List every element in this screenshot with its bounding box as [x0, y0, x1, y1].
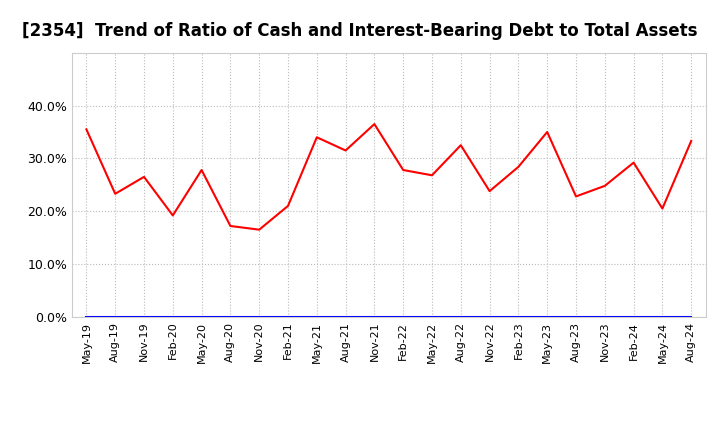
Interest-Bearing Debt [197, 314, 206, 319]
Text: [2354]  Trend of Ratio of Cash and Interest-Bearing Debt to Total Assets: [2354] Trend of Ratio of Cash and Intere… [22, 22, 698, 40]
Cash [399, 167, 408, 172]
Cash [687, 138, 696, 143]
Interest-Bearing Debt [428, 314, 436, 319]
Interest-Bearing Debt [111, 314, 120, 319]
Interest-Bearing Debt [312, 314, 321, 319]
Cash [140, 174, 148, 180]
Interest-Bearing Debt [514, 314, 523, 319]
Cash [456, 143, 465, 148]
Cash [572, 194, 580, 199]
Cash [629, 160, 638, 165]
Interest-Bearing Debt [82, 314, 91, 319]
Cash [226, 224, 235, 229]
Interest-Bearing Debt [456, 314, 465, 319]
Interest-Bearing Debt [658, 314, 667, 319]
Interest-Bearing Debt [600, 314, 609, 319]
Cash [485, 188, 494, 194]
Cash [312, 135, 321, 140]
Interest-Bearing Debt [370, 314, 379, 319]
Cash [543, 129, 552, 135]
Interest-Bearing Debt [168, 314, 177, 319]
Cash [370, 121, 379, 127]
Cash [284, 203, 292, 209]
Interest-Bearing Debt [226, 314, 235, 319]
Interest-Bearing Debt [485, 314, 494, 319]
Interest-Bearing Debt [341, 314, 350, 319]
Interest-Bearing Debt [572, 314, 580, 319]
Interest-Bearing Debt [629, 314, 638, 319]
Interest-Bearing Debt [687, 314, 696, 319]
Interest-Bearing Debt [284, 314, 292, 319]
Cash [255, 227, 264, 232]
Line: Cash: Cash [86, 124, 691, 230]
Cash [197, 167, 206, 172]
Cash [600, 183, 609, 188]
Cash [428, 172, 436, 178]
Cash [658, 206, 667, 211]
Cash [168, 213, 177, 218]
Cash [514, 164, 523, 169]
Interest-Bearing Debt [543, 314, 552, 319]
Cash [341, 148, 350, 153]
Cash [82, 127, 91, 132]
Interest-Bearing Debt [399, 314, 408, 319]
Interest-Bearing Debt [140, 314, 148, 319]
Cash [111, 191, 120, 196]
Interest-Bearing Debt [255, 314, 264, 319]
